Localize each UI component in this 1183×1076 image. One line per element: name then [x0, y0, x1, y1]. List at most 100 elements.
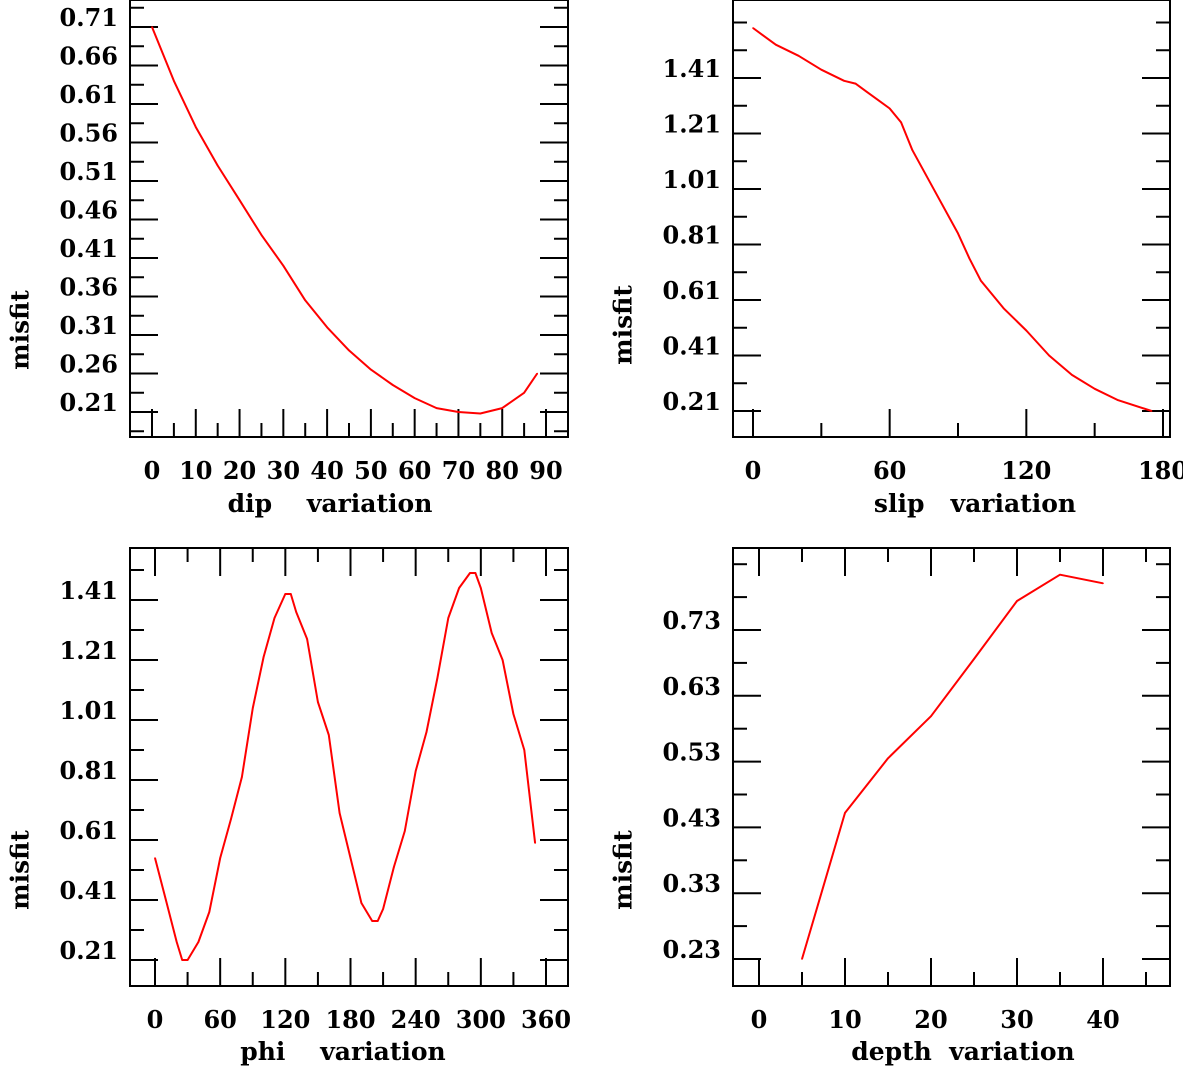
data-point — [458, 587, 460, 589]
data-point — [512, 713, 515, 715]
y-tick-label: 0.41 — [663, 332, 721, 361]
y-tick-label: 0.61 — [60, 80, 118, 109]
y-tick-label: 0.21 — [60, 936, 118, 965]
data-point — [1093, 388, 1096, 390]
x-tick-label: 70 — [442, 456, 475, 485]
data-point — [1016, 600, 1018, 602]
data-point — [1116, 399, 1119, 401]
plot-frame — [732, 547, 1171, 987]
misfit-series-line — [151, 26, 539, 415]
data-point — [295, 611, 297, 613]
data-point — [457, 411, 460, 413]
x-tick-label: 0 — [147, 1005, 164, 1034]
x-tick-label: 10 — [828, 1005, 861, 1034]
y-tick-label: 0.51 — [60, 157, 118, 186]
data-point — [536, 372, 539, 375]
data-point — [480, 587, 482, 589]
data-point — [370, 368, 372, 371]
y-tick-label: 1.21 — [60, 636, 118, 665]
data-point — [534, 842, 536, 844]
data-point — [801, 958, 803, 960]
x-tick-label: 120 — [260, 1005, 310, 1034]
data-point — [197, 941, 200, 943]
data-point — [1002, 307, 1005, 310]
data-point — [194, 126, 197, 128]
y-tick-label: 0.63 — [663, 672, 721, 701]
data-point — [425, 731, 428, 733]
data-point — [447, 617, 450, 619]
x-tick-label: 120 — [1001, 456, 1051, 485]
data-point — [501, 407, 504, 409]
data-point — [371, 920, 374, 922]
y-axis-label: misfit — [609, 830, 638, 910]
y-tick-label: 0.41 — [60, 876, 118, 905]
data-point — [479, 412, 482, 415]
x-tick-label: 50 — [354, 456, 387, 485]
y-tick-label: 0.43 — [663, 803, 721, 832]
data-point — [490, 632, 493, 634]
data-point — [523, 749, 526, 751]
x-tick-label: 30 — [1000, 1005, 1033, 1034]
data-point — [1048, 354, 1050, 357]
x-axis-label: dip variation — [228, 489, 433, 518]
x-tick-label: 10 — [179, 456, 212, 485]
data-point — [979, 279, 982, 282]
data-point — [382, 908, 384, 910]
data-point — [393, 866, 395, 868]
data-point — [414, 770, 417, 772]
x-tick-label: 90 — [529, 456, 562, 485]
data-point — [326, 326, 328, 329]
data-point — [1071, 374, 1073, 376]
data-point — [436, 677, 439, 679]
x-tick-label: 40 — [1086, 1005, 1119, 1034]
data-point — [866, 91, 868, 93]
y-axis-label: misfit — [6, 830, 35, 910]
y-tick-label: 0.66 — [60, 42, 118, 71]
y-tick-label: 0.73 — [663, 606, 721, 635]
data-point — [844, 812, 846, 814]
x-tick-label: 180 — [325, 1005, 375, 1034]
y-tick-label: 0.36 — [60, 273, 118, 302]
data-point — [251, 707, 254, 709]
y-tick-label: 0.61 — [663, 276, 721, 305]
data-point — [216, 164, 219, 167]
data-point — [151, 26, 153, 28]
data-point — [284, 593, 287, 595]
y-tick-label: 0.41 — [60, 234, 118, 263]
data-point — [1150, 410, 1153, 412]
data-point — [930, 715, 932, 717]
data-point — [273, 617, 276, 619]
data-point — [774, 43, 777, 46]
x-axis-label: slip variation — [874, 489, 1076, 518]
x-tick-label: 20 — [914, 1005, 947, 1034]
y-axis-label: misfit — [609, 285, 638, 365]
x-tick-label: 360 — [521, 1005, 571, 1034]
data-point — [911, 149, 914, 151]
misfit-series-line — [154, 572, 537, 961]
data-point — [523, 391, 525, 394]
data-point — [797, 55, 800, 57]
data-point — [317, 701, 319, 703]
data-point — [900, 121, 902, 124]
data-point — [175, 941, 178, 943]
x-tick-label: 0 — [751, 1005, 768, 1034]
data-point — [282, 264, 285, 267]
data-point — [219, 857, 221, 859]
y-tick-label: 1.41 — [60, 576, 118, 605]
y-tick-label: 1.21 — [663, 110, 721, 139]
misfit-series-line — [801, 573, 1104, 960]
x-axis-label: depth variation — [851, 1037, 1075, 1066]
data-point — [181, 959, 183, 961]
data-point — [262, 656, 265, 658]
data-point — [1025, 329, 1028, 332]
data-point — [820, 68, 823, 71]
data-point — [934, 190, 937, 193]
x-tick-label: 60 — [873, 456, 906, 485]
y-tick-label: 1.01 — [663, 165, 721, 194]
chart-panel-3: 1.41 1.21 1.01 0.81 0.61 0.41 0.21 0 60 120 180 240… — [6, 547, 571, 1066]
y-tick-label: 0.21 — [663, 387, 721, 416]
data-point — [474, 572, 477, 574]
x-tick-label: 180 — [1138, 456, 1183, 485]
y-tick-label: 0.56 — [60, 119, 118, 148]
